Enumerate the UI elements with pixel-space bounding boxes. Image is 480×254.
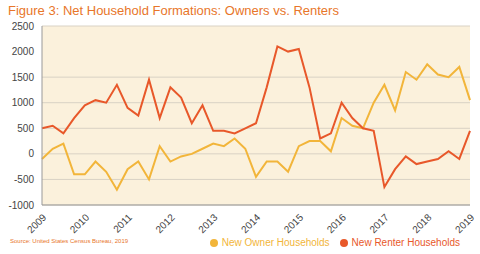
svg-text:2015: 2015: [282, 211, 306, 235]
svg-text:2500: 2500: [12, 21, 35, 32]
svg-text:2016: 2016: [325, 211, 349, 235]
svg-text:-500: -500: [14, 174, 34, 185]
svg-text:2013: 2013: [196, 211, 220, 235]
html-text:Figure 3: Net Household Format: Figure 3: Net Household Formations: Owne…: [8, 3, 339, 18]
svg-text:2009: 2009: [25, 211, 49, 235]
svg-text:2011: 2011: [111, 211, 134, 234]
svg-text:2014: 2014: [239, 211, 263, 235]
svg-text:500: 500: [17, 123, 34, 134]
svg-text:1500: 1500: [12, 72, 35, 83]
svg-text:2000: 2000: [12, 46, 35, 57]
svg-text:1000: 1000: [12, 97, 35, 108]
svg-text:0: 0: [28, 148, 34, 159]
svg-text:2019: 2019: [453, 211, 472, 235]
html-text:New Owner Households: New Owner Households: [221, 237, 330, 248]
html-text:Source: United States Census B: Source: United States Census Bureau, 201…: [10, 238, 129, 244]
html-text:New Renter Households: New Renter Households: [351, 237, 460, 248]
svg-text:2010: 2010: [68, 211, 92, 235]
svg-text:2017: 2017: [367, 211, 391, 235]
svg-text:2012: 2012: [153, 211, 177, 235]
svg-text:-1000: -1000: [8, 200, 34, 211]
svg-text:2018: 2018: [410, 211, 434, 235]
